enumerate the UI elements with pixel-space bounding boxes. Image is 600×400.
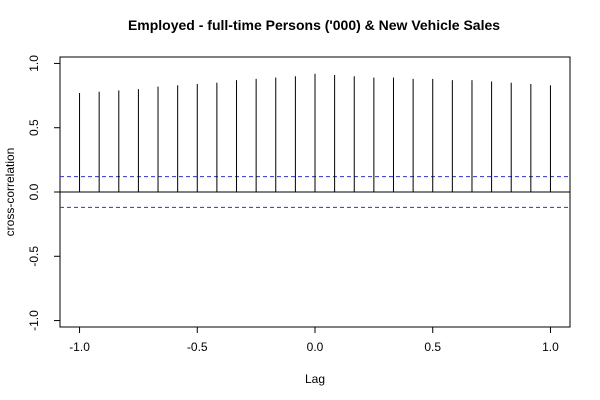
x-tick-label: 1.0 [542, 340, 559, 354]
ccf-stems [79, 73, 551, 192]
x-axis-label: Lag [305, 372, 325, 386]
x-axis: -1.0 -0.5 0.0 0.5 1.0 [69, 327, 559, 354]
y-tick-label: -1.0 [27, 310, 41, 331]
x-tick-label: -0.5 [187, 340, 208, 354]
y-tick-label: 1.0 [27, 55, 41, 72]
x-tick-label: 0.5 [424, 340, 441, 354]
chart-title: Employed - full-time Persons ('000) & Ne… [128, 17, 500, 33]
y-tick-label: 0.5 [27, 119, 41, 136]
x-tick-label: -1.0 [69, 340, 90, 354]
y-axis-label: cross-correlation [3, 148, 17, 237]
y-tick-label: 0.0 [27, 183, 41, 200]
y-axis: -1.0 -0.5 0.0 0.5 1.0 [27, 55, 60, 331]
x-tick-label: 0.0 [307, 340, 324, 354]
y-tick-label: -0.5 [27, 246, 41, 267]
